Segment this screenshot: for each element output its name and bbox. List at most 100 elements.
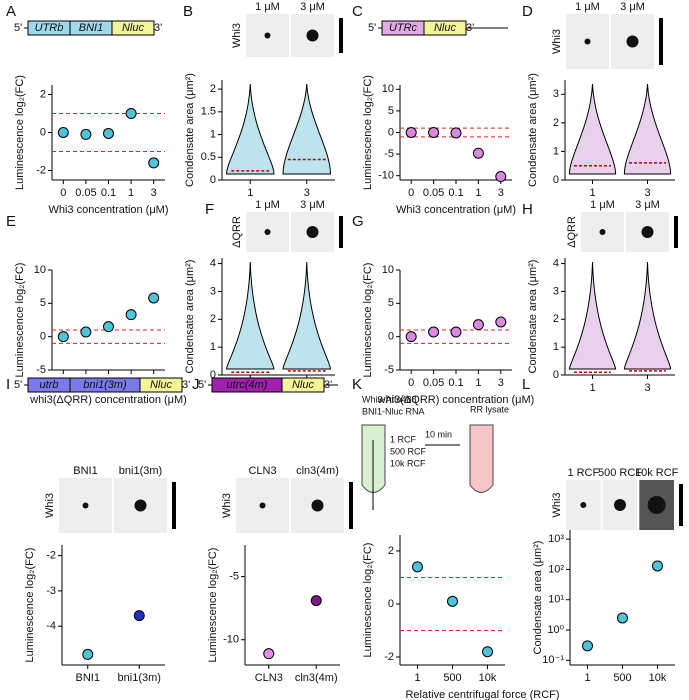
y-tick-label: 5 [40,297,46,309]
data-point [472,147,484,159]
scale-bar [339,18,343,53]
x-tick-label: 3 [498,187,504,199]
panel-label: I [6,376,10,393]
violin [623,83,672,175]
x-tick-label: 0.1 [101,187,116,199]
construct-part-label: UTRc [389,22,418,34]
y-tick-label: 10¹ [548,594,564,606]
panel-label: F [205,201,214,218]
y-tick-label: -5 [229,570,239,582]
construct-part-label: bni1(3m) [83,379,127,391]
violin [568,261,617,370]
y-tick-label: 0 [210,174,216,186]
y-tick-label: 1 [553,145,559,157]
x-tick-label: 500 [443,672,461,684]
construct-part-label: utrc(4m) [227,379,268,391]
data-point [82,648,94,660]
data-point [133,610,145,622]
panel-label: K [352,376,362,393]
panel-label: C [352,3,363,20]
x-tick-label: 0.05 [423,377,444,389]
construct-part-label: utrb [40,379,59,391]
image-row-label: ΔQRR [231,216,243,248]
image-label: bni1(3m) [119,465,162,477]
violin [226,261,275,370]
data-point [103,127,114,139]
image-label: 1 μM [590,199,615,211]
image-row-label: Whi3 [231,23,243,48]
x-tick-label: 3 [498,377,504,389]
y-tick-label: 3 [553,285,559,297]
image-row-label: Whi3 [44,493,56,518]
y-tick-label: 1 [553,341,559,353]
x-tick-label: 0.05 [75,187,96,199]
image-row-label: Whi3 [551,492,563,517]
image-row-label: ΔQRR [566,216,578,248]
data-point [450,326,462,338]
image-label: 3 μM [300,199,325,211]
construct-part-label: Nluc [434,22,457,34]
y-axis-label: Luminescence log₂(FC) [14,263,26,378]
y-tick-label: 0 [40,331,46,343]
violin [226,83,275,175]
condensate [580,502,587,508]
image-label: BNI1 [73,465,97,477]
violin [282,83,331,175]
image-label: 1 μM [575,1,600,13]
panel-label: H [522,201,533,218]
construct-part-label: Nluc [122,22,145,34]
x-tick-label: 0.1 [448,187,463,199]
y-tick-label: 10⁰ [547,624,564,636]
x-tick-label: 0.05 [423,187,444,199]
diagram-label: BNI1-Nluc RNA [362,406,425,416]
data-point [450,127,462,139]
data-point [428,326,440,338]
y-tick-label: 0 [388,598,394,610]
image-row-label: Whi3 [551,29,563,54]
x-tick-label: 1 [584,672,590,684]
y-tick-label: 2 [553,313,559,325]
condensate [264,229,271,235]
y-axis-label: Condensate area (μm²) [184,73,196,187]
condensate [311,499,324,512]
x-tick-label: 1 [475,377,481,389]
panel-label: L [522,376,530,393]
construct-end: 5' [198,379,206,391]
data-point [405,331,417,343]
data-point [80,128,92,140]
x-axis-label: Whi3 concentration (μM) [48,204,168,216]
construct-part [423,20,467,36]
panel-label: B [183,3,193,20]
condensate [306,226,319,238]
x-axis-label: whi3(ΔQRR) concentration (μM) [377,394,535,406]
y-axis-label: Luminescence log₂(FC) [207,548,219,663]
y-tick-label: 0 [553,174,559,186]
x-tick-label: 1 [475,187,481,199]
x-tick-label: 3 [304,187,310,199]
y-tick-label: 10³ [548,533,564,545]
y-axis-label: Condensate area (μm²) [527,260,539,374]
construct-end: 5' [14,379,22,391]
y-tick-label: 2 [210,83,216,95]
construct-part-label: Nluc [292,379,315,391]
data-point [148,157,160,169]
condensate [599,229,606,235]
data-point [652,560,663,572]
data-point [495,171,507,183]
violin [282,261,331,370]
image-row-label: Whi3 [221,493,233,518]
image-label: 3 μM [620,1,645,13]
y-tick-label: 10² [548,563,564,575]
data-point [405,127,417,138]
x-tick-label: 10k [649,672,667,684]
x-tick-label: bni1(3m) [118,672,161,684]
y-tick-label: 4 [553,257,559,269]
condensate [82,502,89,509]
y-tick-label: 1.5 [201,106,216,118]
y-axis-label: Condensate area (μm²) [527,73,539,187]
scale-bar [172,482,176,529]
y-tick-label: 2 [210,313,216,325]
y-axis-label: Luminescence log₂(FC) [14,75,26,190]
x-tick-label: 0 [408,377,414,389]
